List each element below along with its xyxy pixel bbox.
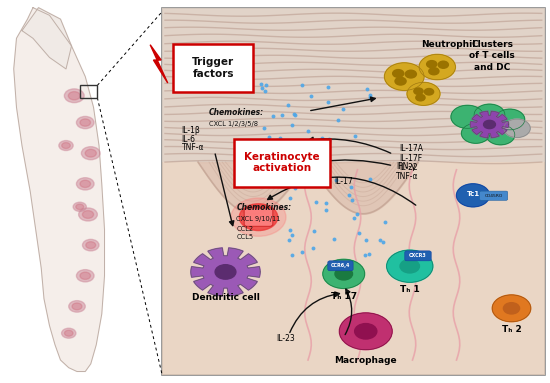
FancyBboxPatch shape (328, 261, 353, 271)
Text: IL-1β: IL-1β (182, 126, 200, 135)
Circle shape (425, 88, 433, 95)
Text: Keratinocyte
activation: Keratinocyte activation (244, 152, 320, 173)
Circle shape (82, 211, 94, 218)
Circle shape (405, 70, 416, 78)
Text: Trigger
factors: Trigger factors (192, 57, 234, 79)
Circle shape (59, 141, 73, 151)
Text: CCR6,4: CCR6,4 (331, 263, 350, 268)
Circle shape (76, 178, 94, 190)
Circle shape (456, 184, 490, 207)
FancyBboxPatch shape (244, 208, 273, 226)
Circle shape (335, 268, 353, 280)
Circle shape (429, 68, 439, 75)
Circle shape (72, 303, 82, 310)
Bar (162, 8, 544, 375)
Text: Neutrophil: Neutrophil (421, 39, 475, 49)
Circle shape (80, 180, 91, 188)
Text: CXCL 9/10/11: CXCL 9/10/11 (236, 216, 280, 222)
Bar (80, 85, 97, 98)
Circle shape (86, 242, 96, 249)
FancyBboxPatch shape (405, 251, 431, 261)
Circle shape (414, 88, 423, 95)
Circle shape (80, 272, 91, 280)
Text: CXCL 1/2/3/5/8: CXCL 1/2/3/5/8 (209, 121, 258, 128)
Text: CD45RO: CD45RO (485, 194, 503, 198)
Circle shape (387, 250, 433, 282)
Text: Chemokines:: Chemokines: (236, 203, 292, 212)
Circle shape (239, 204, 278, 231)
Text: Clusters: Clusters (471, 39, 513, 49)
Circle shape (393, 70, 404, 77)
Circle shape (427, 61, 437, 68)
Circle shape (62, 328, 76, 338)
Circle shape (68, 92, 80, 100)
Circle shape (451, 105, 484, 128)
Circle shape (395, 77, 406, 85)
Text: TNF-α: TNF-α (182, 143, 204, 152)
Circle shape (355, 324, 377, 339)
Polygon shape (470, 111, 509, 138)
Polygon shape (14, 8, 104, 372)
Text: Tₕ 1: Tₕ 1 (400, 285, 420, 295)
Circle shape (73, 202, 86, 211)
Circle shape (419, 54, 455, 80)
Text: CXCR3: CXCR3 (409, 253, 427, 259)
Text: of T cells: of T cells (469, 51, 515, 60)
FancyBboxPatch shape (173, 44, 253, 92)
FancyBboxPatch shape (234, 139, 330, 187)
Circle shape (474, 104, 505, 126)
Text: IL-17: IL-17 (334, 177, 353, 187)
Circle shape (81, 147, 100, 160)
Circle shape (80, 119, 91, 126)
Polygon shape (150, 45, 168, 83)
Text: IL-17A: IL-17A (399, 144, 423, 153)
Text: Tₕ 2: Tₕ 2 (502, 325, 521, 334)
Polygon shape (22, 8, 72, 69)
Circle shape (76, 116, 94, 129)
Circle shape (503, 303, 520, 314)
Text: TNF-α: TNF-α (396, 172, 419, 181)
Circle shape (64, 330, 73, 336)
Circle shape (76, 204, 84, 210)
Text: IL-22: IL-22 (399, 163, 417, 172)
Circle shape (400, 259, 420, 273)
Bar (162, 8, 544, 162)
Circle shape (504, 119, 530, 137)
Circle shape (62, 142, 70, 149)
Circle shape (215, 265, 236, 279)
Bar (162, 162, 544, 375)
FancyBboxPatch shape (480, 191, 508, 200)
Text: IL-23: IL-23 (277, 334, 295, 344)
Text: IFN-γ: IFN-γ (396, 162, 416, 171)
Circle shape (82, 239, 99, 251)
Text: Macrophage: Macrophage (334, 355, 397, 365)
Circle shape (76, 270, 94, 282)
Text: CCL2: CCL2 (236, 226, 254, 232)
Text: CCL5: CCL5 (236, 234, 254, 240)
Polygon shape (191, 248, 260, 296)
Circle shape (79, 208, 97, 221)
Text: Tc1: Tc1 (466, 191, 480, 197)
Circle shape (486, 125, 515, 145)
Circle shape (492, 295, 531, 322)
Circle shape (231, 198, 286, 236)
Circle shape (85, 149, 96, 157)
Circle shape (416, 95, 425, 101)
Circle shape (339, 313, 392, 350)
Text: Dendritic cell: Dendritic cell (191, 293, 260, 303)
Circle shape (495, 109, 525, 130)
Circle shape (384, 63, 424, 90)
Circle shape (69, 301, 85, 312)
Circle shape (64, 89, 84, 103)
Text: and DC: and DC (474, 62, 510, 72)
Circle shape (323, 259, 365, 288)
Circle shape (461, 123, 490, 143)
Text: IL-17F: IL-17F (399, 154, 422, 163)
Circle shape (407, 82, 440, 105)
Text: IL-6: IL-6 (182, 134, 195, 144)
Circle shape (483, 120, 496, 129)
Text: Tₕ 17: Tₕ 17 (331, 291, 357, 301)
Text: Chemokines:: Chemokines: (209, 108, 264, 118)
Circle shape (438, 61, 448, 68)
